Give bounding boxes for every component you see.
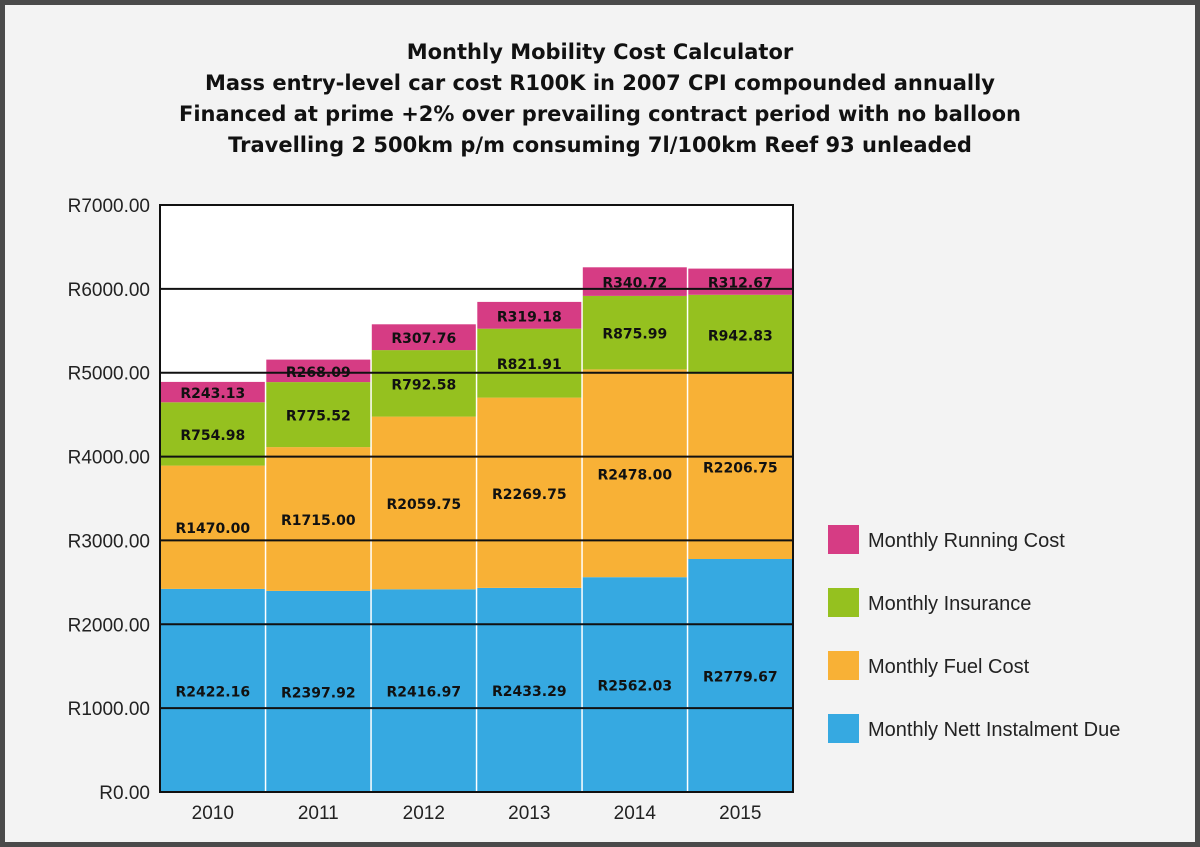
- plot-background: [160, 205, 793, 792]
- bar-monthly-insurance-2010: [160, 402, 265, 466]
- data-label-3-2014: R340.72: [602, 276, 667, 292]
- title-line-1: Monthly Mobility Cost Calculator: [406, 40, 794, 64]
- bar-monthly-running-cost-2012: [371, 324, 476, 351]
- data-label-0-2010: R2422.16: [176, 684, 251, 700]
- data-label-3-2012: R307.76: [391, 331, 456, 347]
- legend-swatch-3: [828, 714, 859, 743]
- bar-monthly-nett-instalment-due-2014: [582, 577, 687, 792]
- bar-monthly-running-cost-2010: [160, 381, 265, 403]
- x-tick-label-2010: 2010: [192, 803, 234, 824]
- bar-monthly-fuel-cost-2013: [477, 397, 582, 588]
- bar-monthly-running-cost-2015: [688, 268, 793, 295]
- bar-monthly-fuel-cost-2012: [371, 416, 476, 590]
- data-label-0-2013: R2433.29: [492, 684, 567, 700]
- bar-monthly-nett-instalment-due-2012: [371, 589, 476, 792]
- data-label-1-2013: R2269.75: [492, 487, 567, 503]
- bar-monthly-running-cost-2014: [582, 267, 687, 296]
- bar-monthly-insurance-2015: [688, 294, 793, 374]
- data-label-1-2010: R1470.00: [176, 521, 251, 537]
- data-label-3-2011: R268.09: [286, 365, 351, 381]
- legend-label-3: Monthly Nett Instalment Due: [868, 719, 1120, 741]
- plot-border: [159, 204, 794, 793]
- bar-monthly-insurance-2013: [477, 328, 582, 398]
- legend-swatch-1: [828, 588, 859, 617]
- legend-label-2: Monthly Fuel Cost: [868, 656, 1030, 678]
- data-label-2-2014: R875.99: [602, 327, 667, 343]
- y-tick-label-7: R7000.00: [68, 196, 150, 217]
- y-tick-label-2: R2000.00: [68, 615, 150, 636]
- data-label-3-2010: R243.13: [180, 386, 245, 402]
- legend-label-1: Monthly Insurance: [868, 593, 1031, 615]
- stacked-bar-chart: R2422.16 R1470.00 R754.98 R243.13 R2397.92 R1…: [68, 196, 1121, 824]
- data-label-1-2012: R2059.75: [387, 497, 462, 513]
- y-axis-labels: R0.00 R1000.00 R2000.00 R3000.00 R4000.00 R50…: [68, 196, 150, 804]
- data-label-1-2015: R2206.75: [703, 460, 778, 476]
- x-tick-label-2013: 2013: [508, 803, 550, 824]
- bar-monthly-insurance-2011: [266, 382, 371, 448]
- bar-monthly-fuel-cost-2014: [582, 369, 687, 578]
- data-label-2-2015: R942.83: [708, 328, 773, 344]
- data-labels: R2422.16 R1470.00 R754.98 R243.13 R2397.92 R1…: [176, 276, 778, 702]
- y-tick-label-3: R3000.00: [68, 531, 150, 552]
- bar-monthly-fuel-cost-2015: [688, 373, 793, 559]
- bar-monthly-insurance-2014: [582, 295, 687, 370]
- gridlines: [160, 287, 793, 710]
- bars: [160, 267, 793, 792]
- data-label-0-2014: R2562.03: [598, 679, 673, 695]
- bar-monthly-nett-instalment-due-2010: [160, 588, 265, 792]
- data-label-0-2011: R2397.92: [281, 686, 356, 702]
- legend: Monthly Running Cost Monthly Insurance Mon…: [828, 525, 1120, 743]
- y-tick-label-1: R1000.00: [68, 699, 150, 720]
- data-label-3-2013: R319.18: [497, 309, 562, 325]
- chart-frame: Monthly Mobility Cost Calculator Mass en…: [5, 5, 1195, 842]
- data-label-2-2012: R792.58: [391, 377, 456, 393]
- bar-monthly-nett-instalment-due-2015: [688, 558, 793, 792]
- x-tick-label-2012: 2012: [403, 803, 445, 824]
- data-label-1-2014: R2478.00: [598, 467, 673, 483]
- legend-label-0: Monthly Running Cost: [868, 530, 1065, 552]
- bar-monthly-fuel-cost-2010: [160, 465, 265, 589]
- x-tick-label-2015: 2015: [719, 803, 761, 824]
- legend-swatch-2: [828, 651, 859, 680]
- y-tick-label-4: R4000.00: [68, 448, 150, 469]
- data-label-2-2013: R821.91: [497, 357, 562, 373]
- data-label-2-2010: R754.98: [180, 428, 245, 444]
- x-tick-label-2014: 2014: [614, 803, 657, 824]
- data-label-3-2015: R312.67: [708, 276, 773, 292]
- y-tick-label-5: R5000.00: [68, 364, 150, 385]
- x-tick-label-2011: 2011: [298, 803, 339, 824]
- bar-monthly-running-cost-2011: [266, 359, 371, 383]
- legend-swatch-0: [828, 525, 859, 554]
- data-label-2-2011: R775.52: [286, 409, 351, 425]
- bar-monthly-fuel-cost-2011: [266, 447, 371, 591]
- title-line-2: Mass entry-level car cost R100K in 2007 …: [204, 71, 995, 95]
- bar-monthly-nett-instalment-due-2013: [477, 588, 582, 792]
- data-label-0-2015: R2779.67: [703, 670, 778, 686]
- title-line-4: Travelling 2 500km p/m consuming 7l/100k…: [228, 133, 972, 157]
- y-tick-label-6: R6000.00: [68, 280, 150, 301]
- bar-monthly-insurance-2012: [371, 350, 476, 417]
- y-tick-label-0: R0.00: [99, 783, 150, 804]
- data-label-0-2012: R2416.97: [387, 685, 462, 701]
- data-label-1-2011: R1715.00: [281, 513, 356, 529]
- bar-monthly-running-cost-2013: [477, 301, 582, 329]
- x-axis-labels: 2010 2011 2012 2013 2014 2015: [192, 803, 762, 824]
- chart-title: Monthly Mobility Cost Calculator Mass en…: [5, 37, 1195, 161]
- title-line-3: Financed at prime +2% over prevailing co…: [179, 102, 1021, 126]
